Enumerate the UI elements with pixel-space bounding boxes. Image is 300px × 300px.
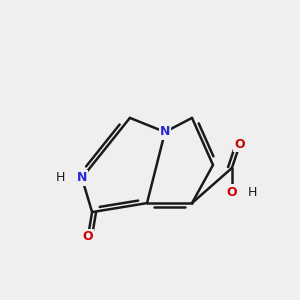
Text: O: O — [235, 137, 245, 151]
Text: O: O — [82, 230, 93, 244]
Text: H: H — [248, 185, 258, 199]
Text: N: N — [77, 171, 87, 184]
Text: N: N — [160, 125, 170, 139]
Text: O: O — [226, 185, 237, 199]
Text: H: H — [56, 171, 66, 184]
